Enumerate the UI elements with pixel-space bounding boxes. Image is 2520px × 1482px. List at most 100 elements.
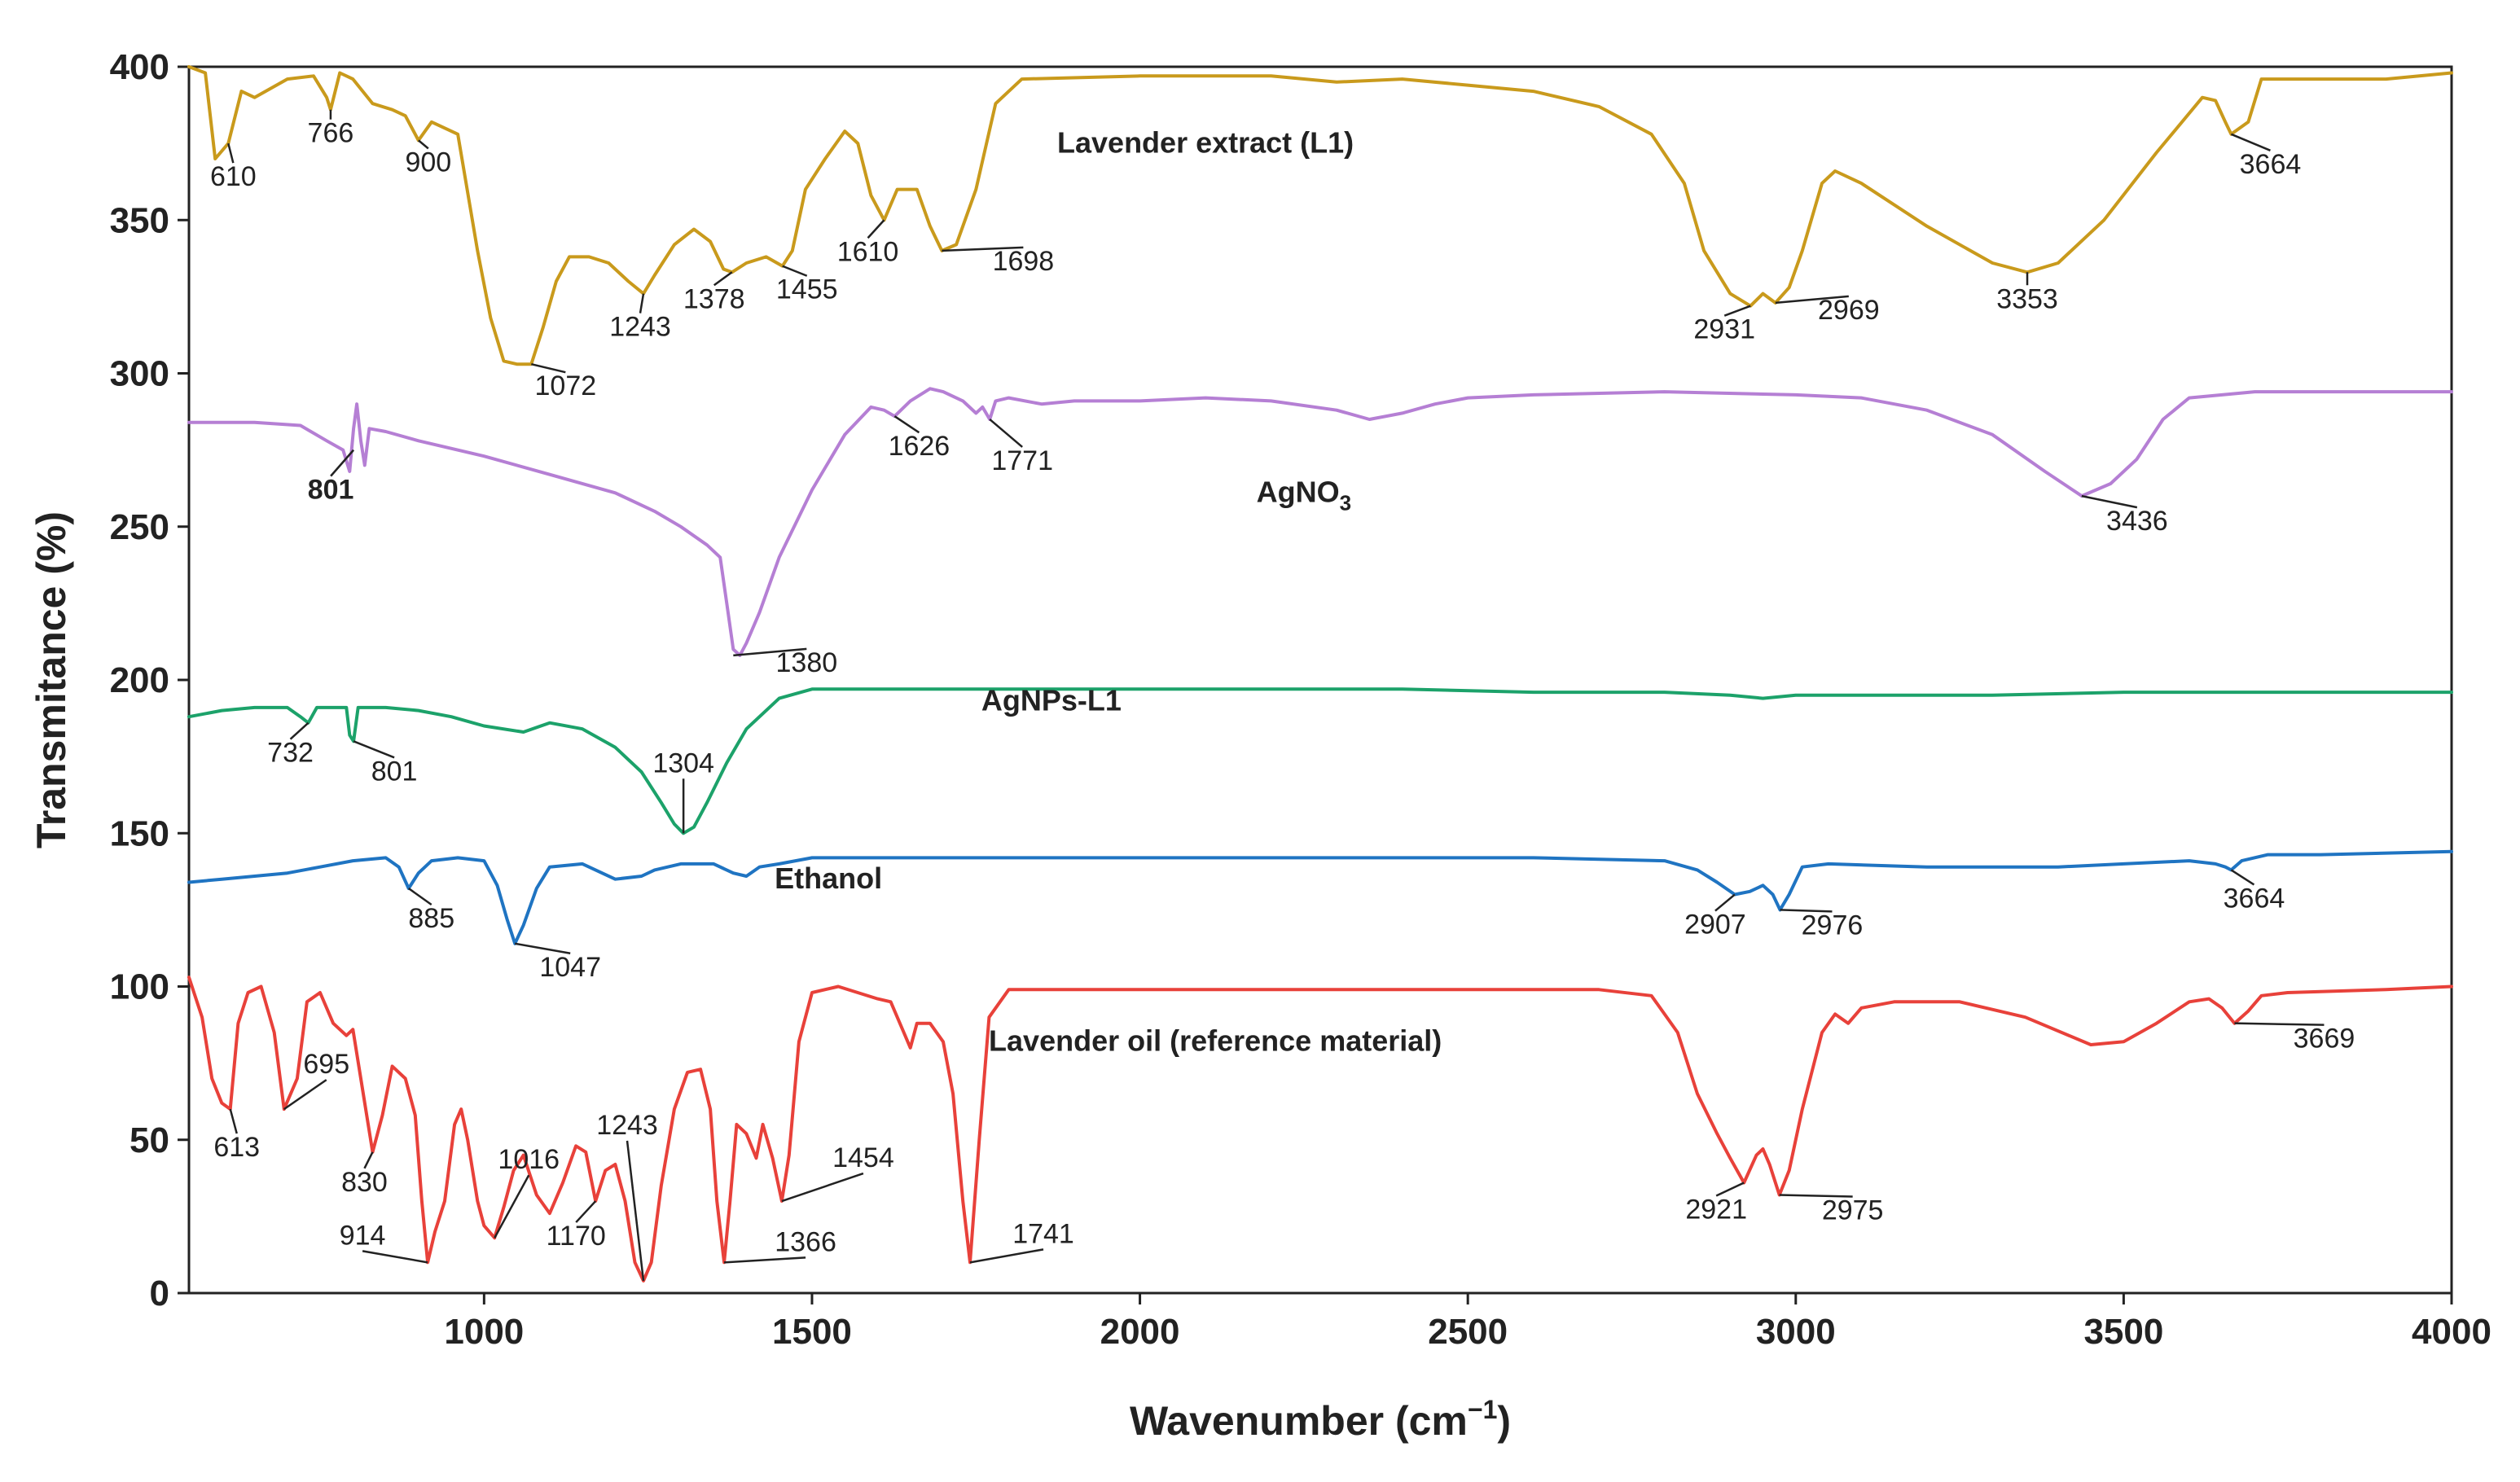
- series-label-2: AgNPs-L1: [981, 684, 1122, 717]
- x-tick-label: 1500: [772, 1312, 852, 1352]
- peak-leader-32: [626, 1140, 645, 1282]
- peak-leader-36: [1715, 1182, 1745, 1197]
- peak-label-8: 1698: [993, 246, 1055, 277]
- peak-label-12: 3664: [2240, 149, 2302, 180]
- peak-label-15: 1771: [991, 445, 1053, 476]
- series-line-2: [187, 687, 2453, 835]
- x-tick-label: 2000: [1100, 1312, 1180, 1352]
- peak-label-33: 1366: [775, 1226, 836, 1257]
- peak-leader-28: [363, 1151, 374, 1169]
- peak-leader-26: [229, 1108, 238, 1134]
- peak-label-36: 2921: [1685, 1194, 1747, 1225]
- peak-label-1: 766: [308, 118, 354, 149]
- peak-leader-12: [2230, 133, 2271, 151]
- peak-label-28: 830: [341, 1167, 388, 1198]
- series-line-3: [187, 849, 2453, 945]
- peak-label-2: 900: [405, 147, 451, 178]
- peak-leader-10: [1775, 295, 1849, 305]
- peak-leader-4: [639, 293, 645, 314]
- y-tick-label: 50: [130, 1120, 169, 1160]
- peak-label-6: 1455: [776, 274, 838, 305]
- peak-label-37: 2975: [1822, 1195, 1884, 1226]
- series-line-1: [187, 387, 2453, 657]
- peak-label-23: 2907: [1684, 910, 1746, 940]
- series-labels: Lavender extract (L1) AgNO3 AgNPs-L1 Ethano…: [775, 125, 1442, 1057]
- x-tick-label: 4000: [2412, 1312, 2491, 1352]
- peak-leader-15: [989, 419, 1023, 448]
- y-tick-label: 100: [110, 967, 169, 1007]
- peak-label-5: 1378: [683, 283, 745, 314]
- peak-leader-18: [289, 721, 310, 740]
- y-tick-label: 250: [110, 507, 169, 547]
- peak-leader-0: [227, 142, 235, 164]
- peak-leader-8: [942, 246, 1024, 252]
- peak-leader-13: [330, 449, 355, 477]
- peak-leader-9: [1723, 305, 1751, 317]
- peak-label-38: 3669: [2294, 1024, 2355, 1054]
- peak-leader-2: [418, 139, 429, 150]
- peak-leader-37: [1779, 1194, 1853, 1198]
- series-label-0: Lavender extract (L1): [1057, 125, 1354, 159]
- peak-label-20: 1304: [652, 748, 714, 778]
- peak-leader-21: [408, 888, 432, 906]
- peak-leader-27: [283, 1079, 327, 1111]
- peak-label-27: 695: [303, 1049, 349, 1080]
- series-line-4: [187, 976, 2453, 1282]
- x-tick-label: 2500: [1428, 1312, 1508, 1352]
- peak-label-22: 1047: [539, 952, 601, 983]
- axes: 0 50 100 150 200 250 300 350 400 1000 1500 2000 2500…: [29, 47, 2491, 1444]
- x-tick-label: 1000: [444, 1312, 524, 1352]
- peak-leader-31: [575, 1200, 597, 1223]
- peak-label-10: 2969: [1818, 295, 1880, 326]
- peak-label-4: 1243: [609, 312, 671, 343]
- peak-label-29: 914: [340, 1220, 386, 1251]
- peak-label-26: 613: [213, 1132, 260, 1163]
- peak-label-14: 1626: [889, 431, 950, 462]
- peak-label-19: 801: [371, 756, 418, 787]
- peak-label-24: 2976: [1802, 910, 1864, 940]
- peak-leader-29: [362, 1250, 428, 1264]
- peak-label-7: 1610: [837, 236, 899, 267]
- y-tick-label: 400: [110, 47, 169, 87]
- peak-leader-5: [713, 271, 733, 287]
- y-tick-label: 350: [110, 200, 169, 240]
- series-line-0: [187, 65, 2453, 366]
- peak-leader-6: [782, 265, 808, 277]
- peak-leader-24: [1780, 909, 1833, 913]
- peak-label-21: 885: [408, 903, 454, 934]
- peak-label-32: 1243: [596, 1110, 658, 1141]
- peak-label-31: 1170: [547, 1221, 606, 1252]
- y-axis-title: Transmitance (%): [29, 511, 74, 848]
- peak-label-34: 1454: [832, 1142, 894, 1173]
- y-tick-label: 0: [150, 1274, 169, 1313]
- peak-label-18: 732: [267, 738, 314, 769]
- peak-leader-35: [969, 1248, 1044, 1264]
- peak-leader-38: [2234, 1022, 2325, 1026]
- peak-annotations: 610 766 900 1072 1243 1378 1455 1610 1698 2931 296…: [210, 109, 2355, 1282]
- peak-label-3: 1072: [535, 370, 597, 401]
- peak-label-25: 3664: [2224, 883, 2285, 914]
- peak-leader-17: [2081, 494, 2138, 509]
- y-tick-label: 150: [110, 813, 169, 853]
- peak-label-9: 2931: [1693, 314, 1755, 345]
- x-axis-title: Wavenumber (cm−1): [1130, 1395, 1511, 1444]
- peak-leader-25: [2230, 869, 2255, 886]
- peak-leader-33: [723, 1256, 806, 1264]
- peak-leader-19: [353, 740, 395, 759]
- peak-label-13: 801: [308, 475, 354, 506]
- x-tick-label: 3000: [1756, 1312, 1836, 1352]
- peak-label-35: 1741: [1012, 1218, 1074, 1249]
- series-layer: [187, 65, 2453, 1282]
- peak-leader-16: [733, 647, 807, 657]
- peak-leader-14: [893, 415, 920, 434]
- y-tick-label: 200: [110, 660, 169, 700]
- peak-leader-7: [867, 219, 885, 239]
- x-tick-label: 3500: [2083, 1312, 2163, 1352]
- peak-leader-22: [514, 942, 571, 955]
- series-label-1: AgNO3: [1257, 476, 1351, 515]
- plot-frame: [187, 65, 2453, 1295]
- peak-label-30: 1016: [498, 1144, 560, 1175]
- peak-leader-23: [1714, 893, 1736, 912]
- y-tick-label: 300: [110, 354, 169, 394]
